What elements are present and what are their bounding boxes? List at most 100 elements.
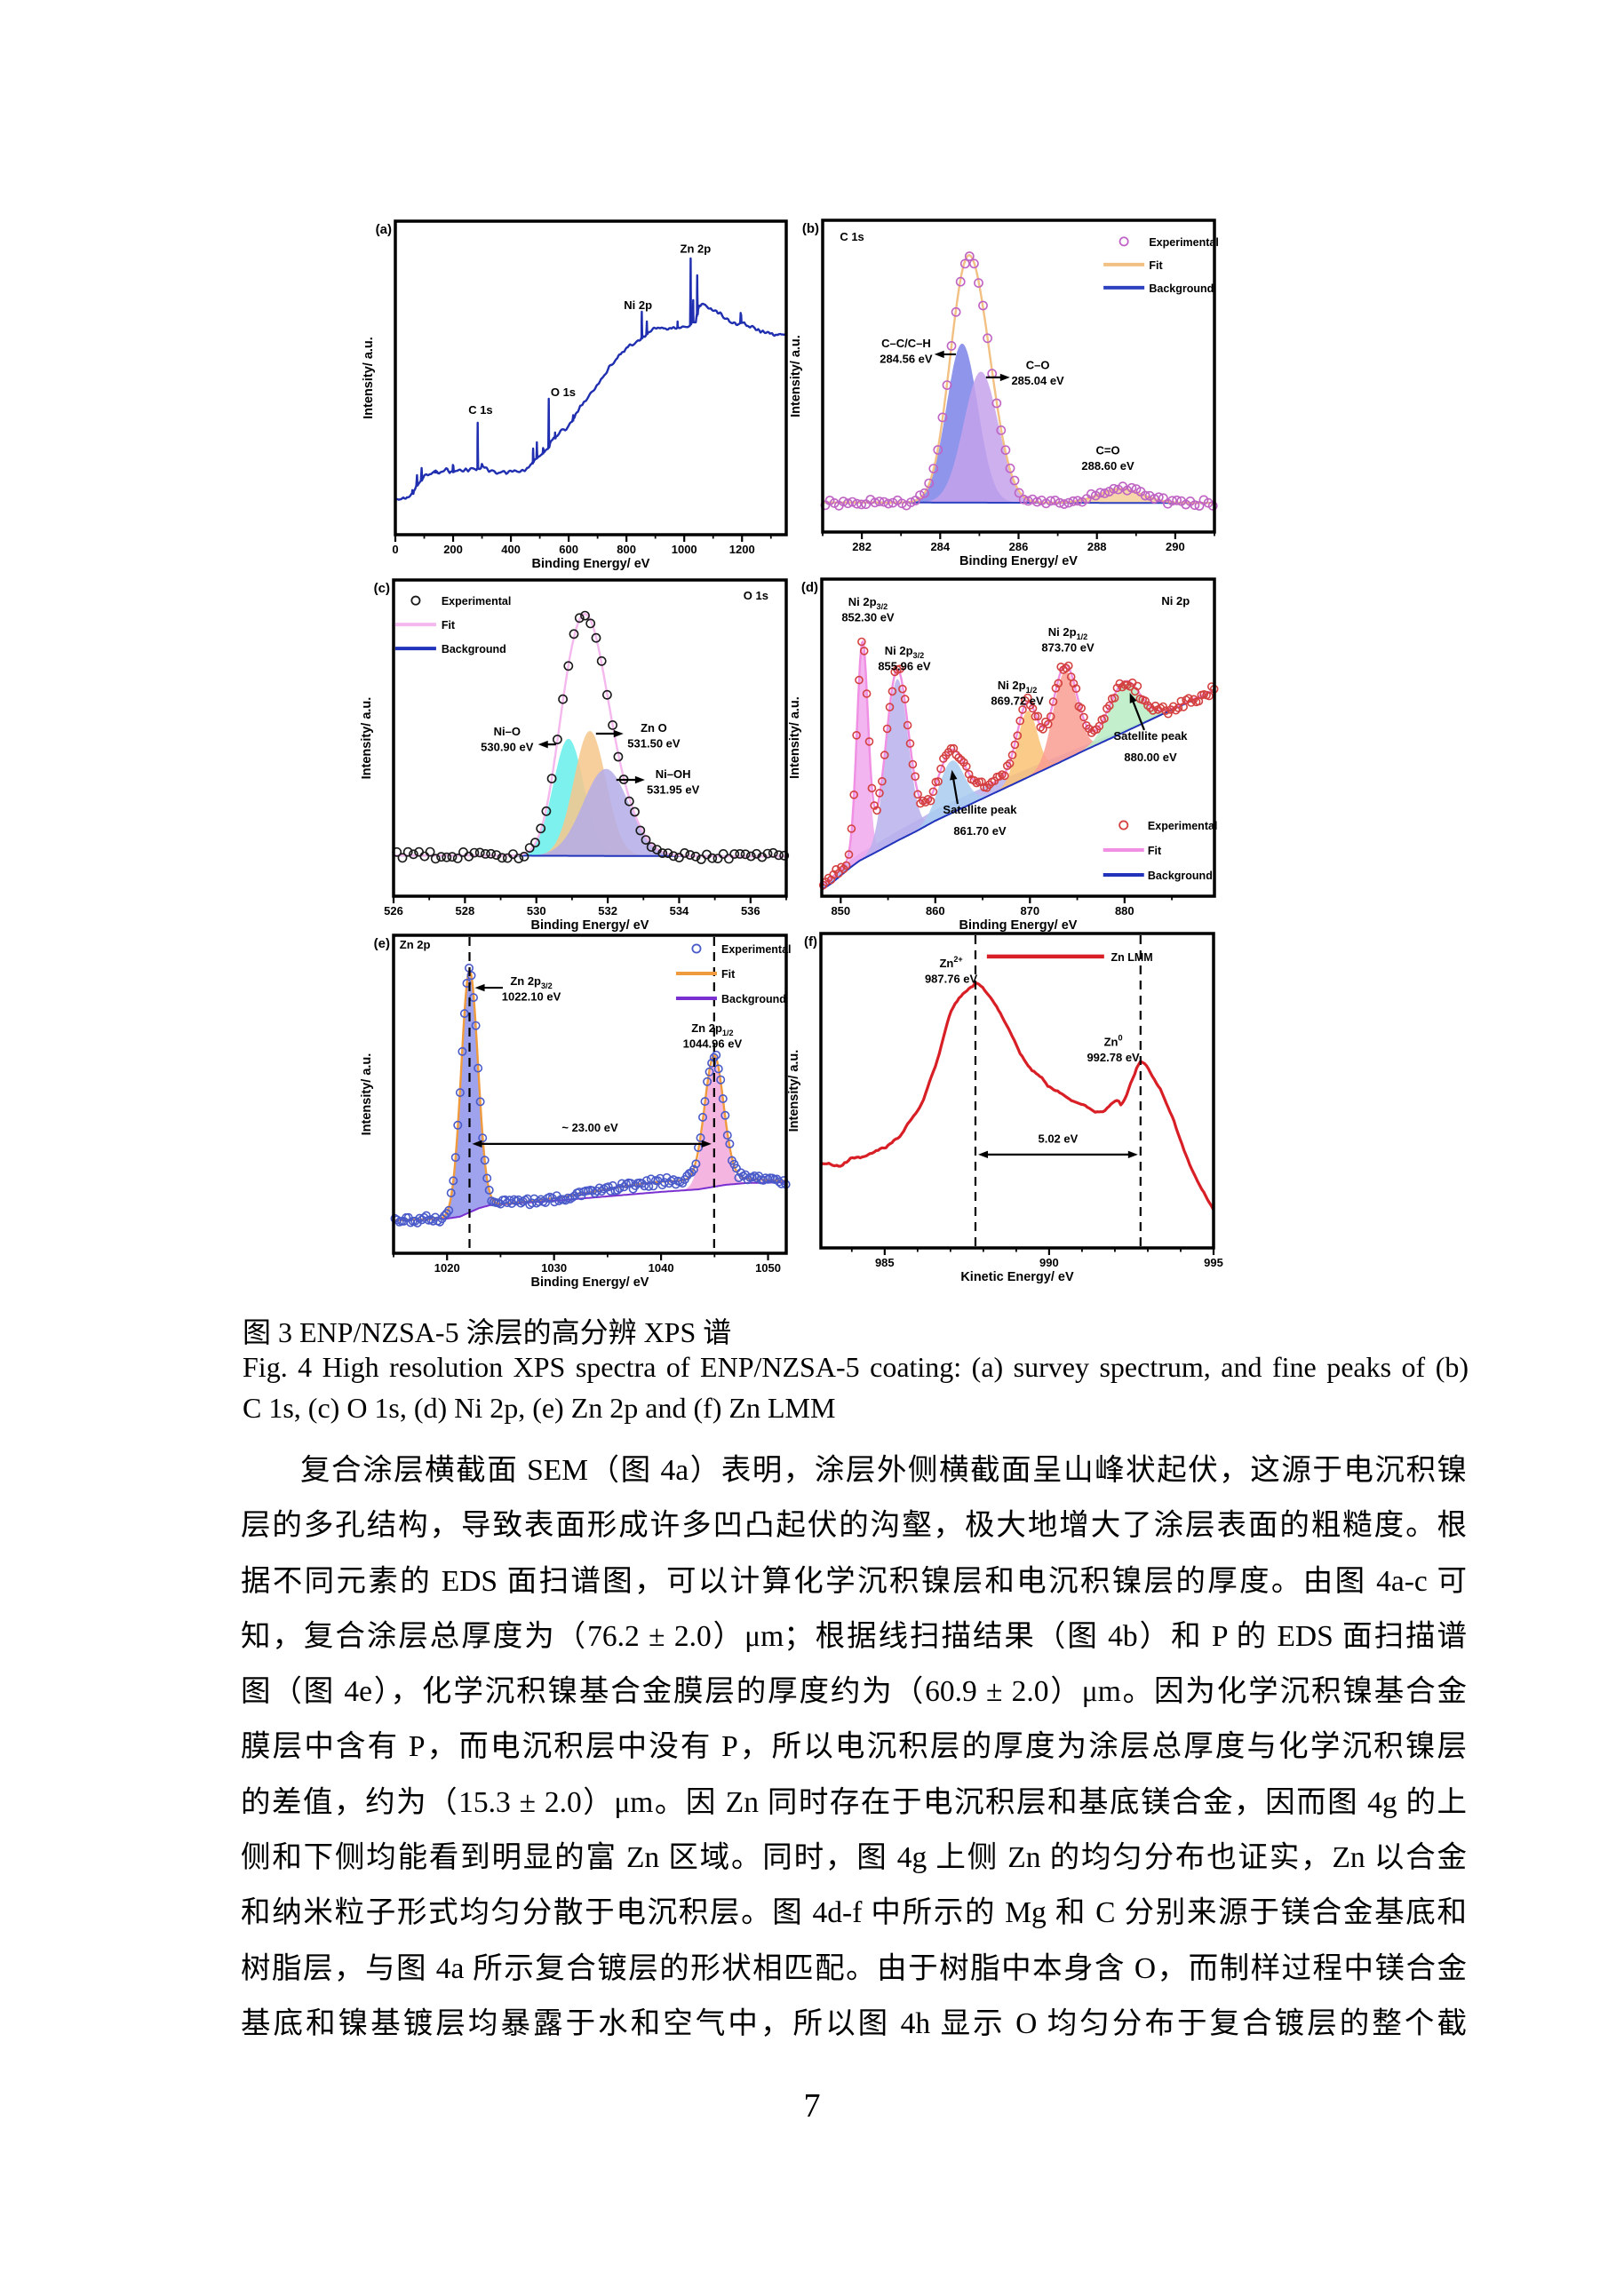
experimental-point — [1149, 494, 1159, 504]
annotation-text: Ni 2p1/2 — [998, 679, 1037, 695]
experimental-point — [491, 850, 502, 860]
text-run: (d) — [801, 580, 818, 595]
text-run: 3/2 — [913, 651, 925, 660]
tick-label: 800 — [617, 543, 636, 556]
paragraph-line: 图（图 4e），化学沉积镍基合金膜层的厚度约为（60.9 ± 2.0）μm。因为… — [241, 1675, 1467, 1709]
arrow-head — [1127, 1150, 1138, 1159]
annotation-text: 861.70 eV — [953, 824, 1007, 838]
experimental-point — [615, 1184, 625, 1194]
text-run: C–O — [1026, 358, 1050, 371]
figure-caption-en: Fig. 4 High resolution XPS spectra of EN… — [243, 1347, 1469, 1428]
tick-label: 288 — [1087, 540, 1107, 553]
text-run: 528 — [456, 904, 475, 918]
experimental-point — [462, 979, 472, 989]
tick-label: 1000 — [672, 543, 697, 556]
experimental-point — [1172, 495, 1182, 505]
experimental-point — [703, 1076, 712, 1086]
tick-label: 1020 — [434, 1261, 460, 1275]
experimental-point — [1055, 497, 1065, 508]
text-run: 531.95 eV — [647, 783, 700, 797]
text-run: Background — [442, 643, 506, 655]
text-run: Binding Energy/ eV — [532, 557, 650, 571]
experimental-point — [608, 720, 617, 730]
experimental-point — [481, 849, 490, 859]
experimental-point — [882, 724, 892, 734]
experimental-point — [563, 661, 574, 671]
experimental-point — [530, 838, 540, 848]
plot-area-f — [820, 981, 1215, 1211]
annotation-text: Ni 2p3/2 — [885, 644, 924, 660]
legend-symbol-circle — [691, 943, 702, 954]
panel-e: ~ 23.00 eV 1020 1030 1040 1050 Binding Energy… — [360, 933, 792, 1290]
experimental-point — [1028, 703, 1038, 713]
legend-symbol-circle — [1118, 236, 1129, 247]
experimental-point — [1062, 663, 1071, 673]
text-run: Background — [1149, 282, 1214, 295]
experimental-point — [668, 851, 679, 862]
experimental-point — [474, 1063, 483, 1073]
tick-label: 995 — [1204, 1256, 1223, 1269]
span-label: ~ 23.00 eV — [561, 1121, 618, 1134]
experimental-point — [864, 737, 874, 746]
experimental-point — [449, 1176, 458, 1186]
experimental-point — [553, 735, 562, 744]
text-run: 869.72 eV — [991, 694, 1044, 707]
annotation-text: 284.56 eV — [880, 352, 933, 365]
experimental-point — [452, 854, 463, 863]
experimental-point — [928, 787, 938, 797]
experimental-point — [946, 743, 956, 753]
text-run: 1044.96 eV — [683, 1037, 743, 1051]
peak-fill-d-5 — [1015, 671, 1115, 783]
annotation-text: O 1s — [551, 385, 576, 399]
experimental-point — [916, 798, 925, 808]
experimental-point — [1071, 684, 1081, 694]
annotation-text: 987.76 eV — [925, 972, 978, 985]
arrow-head — [537, 740, 548, 749]
tick-label: 600 — [559, 543, 578, 556]
arrow-head — [613, 729, 624, 738]
text-run: Experimental — [1148, 820, 1218, 832]
annotation-text: Ni 2p — [624, 298, 652, 312]
text-run: 0 — [392, 543, 398, 556]
experimental-point — [482, 1173, 492, 1183]
text-run: 536 — [741, 904, 760, 918]
experimental-point — [852, 730, 861, 740]
text-run: C=O — [1096, 443, 1120, 457]
experimental-point — [440, 1211, 450, 1220]
text-run: 1050 — [755, 1261, 781, 1275]
experimental-point — [580, 610, 590, 621]
text-run: 1200 — [729, 543, 755, 556]
text-run: 873.70 eV — [1041, 640, 1095, 654]
plot-frame-d — [820, 577, 1216, 898]
experimental-point — [1059, 499, 1070, 509]
x-axis-title: Binding Energy/ eV — [531, 1275, 649, 1290]
experimental-point — [1079, 712, 1088, 722]
text-run: 531.50 eV — [627, 736, 681, 750]
experimental-point — [849, 790, 859, 799]
experimental-point — [486, 848, 496, 859]
experimental-point — [750, 1171, 760, 1180]
text-run: 870 — [1020, 904, 1039, 918]
experimental-point — [729, 849, 740, 859]
experimental-point — [978, 300, 988, 311]
experimental-point — [1120, 680, 1129, 689]
experimental-point — [928, 464, 939, 473]
experimental-point — [1105, 701, 1114, 711]
experimental-point — [716, 1075, 726, 1084]
tick-label: 200 — [443, 543, 463, 556]
tick-label: 532 — [598, 904, 617, 918]
experimental-point — [700, 1097, 710, 1107]
experimental-point — [630, 806, 640, 817]
text-run: Satellite peak — [1113, 729, 1188, 743]
experimental-point — [466, 971, 476, 981]
experimental-point — [1007, 751, 1017, 759]
panel-letter: (b) — [802, 221, 819, 236]
experimental-point — [484, 1185, 494, 1195]
text-run: 990 — [1039, 1256, 1059, 1269]
text-run: Binding Energy/ eV — [959, 918, 1078, 933]
text-run: 850 — [831, 904, 850, 918]
experimental-point — [1190, 500, 1200, 511]
figure-caption-zh: 图 3 ENP/NZSA-5 涂层的高分辨 XPS 谱 — [243, 1316, 732, 1348]
experimental-point — [844, 850, 854, 859]
